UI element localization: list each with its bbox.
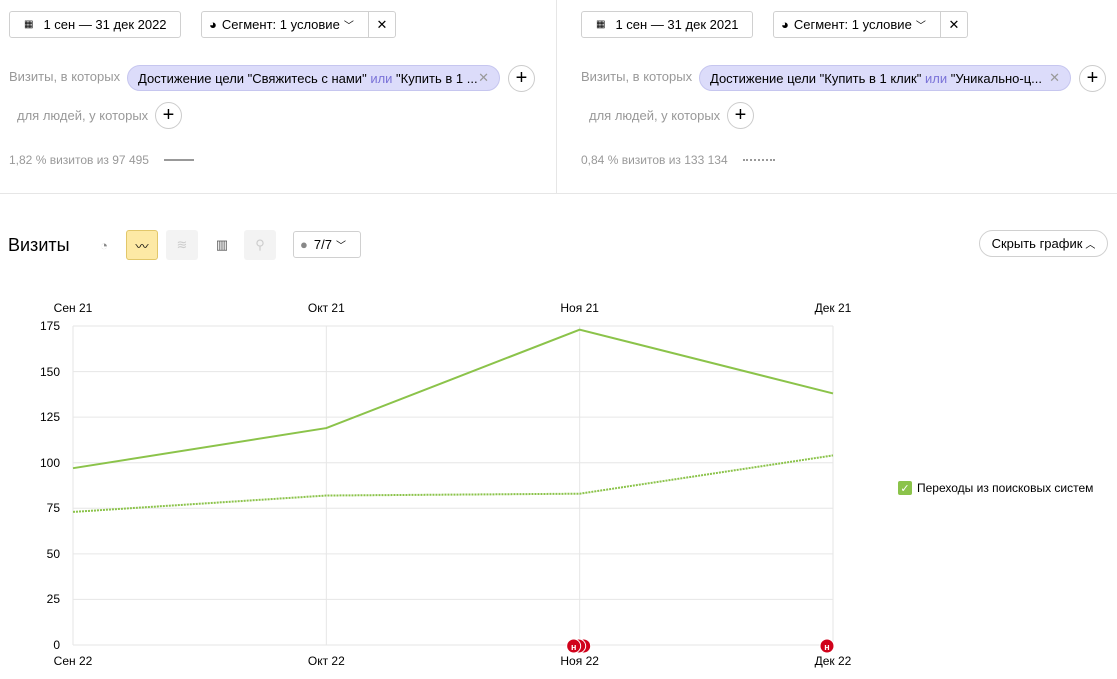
segment-dropdown-left[interactable]: ◕ Сегмент: 1 условие ﹀	[201, 11, 369, 38]
people-label: для людей, у которых	[17, 108, 149, 123]
add-people-condition-button[interactable]: +	[727, 102, 754, 129]
segment-summary: 1,82 % визитов из 97 495	[9, 153, 149, 167]
dotted-line-legend	[743, 159, 775, 161]
pie-icon: ◕	[209, 17, 217, 32]
visits-label: Визиты, в которых	[9, 69, 121, 84]
close-icon: ✕	[376, 16, 388, 32]
condition-chip-right[interactable]: Достижение цели "Купить в 1 клик" или "У…	[699, 65, 1071, 91]
bottom-x-tick-label: Дек 22	[814, 654, 852, 668]
visits-label: Визиты, в которых	[581, 69, 693, 84]
solid-line-legend	[164, 159, 194, 161]
y-tick-label: 25	[46, 592, 60, 607]
annotation-marker-label: н	[824, 642, 829, 652]
top-x-tick-label: Ноя 21	[560, 301, 599, 315]
line-chart-icon[interactable]: 〰	[126, 230, 158, 260]
legend-item[interactable]: ✓ Переходы из поисковых систем	[898, 481, 1093, 495]
area-chart-icon[interactable]: ≋	[166, 230, 198, 260]
close-icon: ✕	[948, 16, 960, 32]
top-x-tick-label: Сен 21	[53, 301, 93, 315]
y-tick-label: 75	[46, 501, 60, 516]
chevron-down-icon: ﹀	[335, 241, 346, 252]
close-icon[interactable]: ✕	[478, 70, 489, 85]
segment-dropdown-right[interactable]: ◕ Сегмент: 1 условие ﹀	[773, 11, 941, 38]
close-icon[interactable]: ✕	[1049, 70, 1060, 85]
chevron-down-icon: ﹀	[343, 21, 354, 32]
calendar-icon: ▦	[596, 19, 606, 30]
chevron-up-icon: ︿	[1085, 240, 1096, 251]
add-condition-button[interactable]: +	[1079, 65, 1106, 92]
y-tick-label: 0	[53, 638, 60, 652]
add-condition-button[interactable]: +	[508, 65, 535, 92]
comment-icon: ●	[300, 237, 308, 252]
y-tick-label: 100	[39, 455, 60, 470]
segment-summary: 0,84 % визитов из 133 134	[581, 153, 728, 167]
calendar-icon: ▦	[24, 19, 34, 30]
divider	[0, 193, 1117, 194]
pie-chart-icon[interactable]: ◔	[100, 237, 108, 253]
top-x-tick-label: Дек 21	[814, 301, 852, 315]
condition-chip-left[interactable]: Достижение цели "Свяжитесь с нами" или "…	[127, 65, 500, 91]
bar-chart-icon[interactable]: ▥	[215, 237, 229, 252]
clear-segment-button-right[interactable]: ✕	[940, 11, 968, 38]
annotation-marker	[819, 638, 835, 654]
chart-title: Визиты	[8, 235, 70, 255]
bottom-x-tick-label: Окт 22	[307, 654, 345, 668]
clear-segment-button-left[interactable]: ✕	[368, 11, 396, 38]
bottom-x-tick-label: Сен 22	[53, 654, 93, 668]
series-line-2022	[72, 328, 834, 470]
y-tick-label: 50	[46, 546, 60, 561]
hide-chart-button[interactable]: Скрыть график ︿	[979, 230, 1108, 257]
chevron-down-icon: ﹀	[915, 21, 926, 32]
pie-icon: ◕	[781, 17, 789, 32]
divider	[556, 0, 557, 193]
date-range-button-left[interactable]: ▦ 1 сен — 31 дек 2022	[9, 11, 181, 38]
checkbox-checked-icon[interactable]: ✓	[898, 481, 912, 495]
y-tick-label: 150	[39, 364, 60, 379]
y-tick-label: 125	[39, 410, 60, 425]
top-x-tick-label: Окт 21	[307, 301, 345, 315]
annotations-dropdown[interactable]: ● 7/7 ﹀	[293, 231, 361, 258]
add-people-condition-button[interactable]: +	[155, 102, 182, 129]
series-line-2021	[72, 454, 834, 513]
date-range-button-right[interactable]: ▦ 1 сен — 31 дек 2021	[581, 11, 753, 38]
people-label: для людей, у которых	[589, 108, 721, 123]
bottom-x-tick-label: Ноя 22	[560, 654, 599, 668]
annotation-marker-label: н	[571, 642, 576, 652]
y-tick-label: 175	[39, 319, 60, 333]
map-pin-icon[interactable]: ⚲	[244, 230, 276, 260]
annotation-marker	[566, 638, 582, 654]
